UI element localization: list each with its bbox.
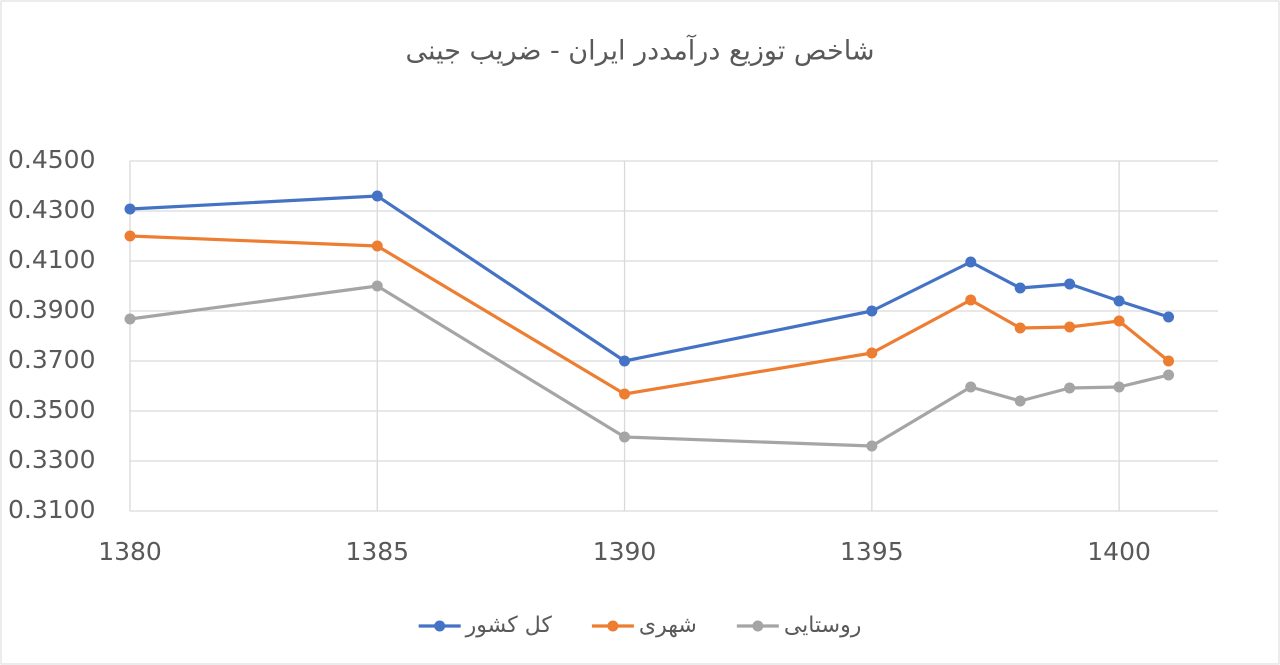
data-point [1064,382,1076,394]
data-point [371,240,383,252]
legend-item: کل کشور [418,613,553,638]
data-point [866,347,878,359]
y-tick-label: 0.3900 [8,295,95,324]
data-point [965,294,977,306]
data-point [619,388,631,400]
y-tick-label: 0.4500 [8,145,95,174]
legend-item: روستایی [736,613,861,638]
y-tick-label: 0.3500 [8,395,95,424]
data-point [371,280,383,292]
x-tick-label: 1400 [1087,537,1151,566]
y-tick-label: 0.4100 [8,245,95,274]
data-point [1163,311,1175,323]
data-point [124,313,136,325]
data-point [371,190,383,202]
data-point [866,305,878,317]
data-point [965,256,977,268]
y-tick-label: 0.3100 [8,495,95,524]
chart-title: شاخص توزیع درآمددر ایران - ضریب جینی [405,35,874,67]
y-tick-label: 0.3700 [8,345,95,374]
legend-label: روستایی [784,613,861,638]
x-tick-label: 1395 [840,537,904,566]
y-tick-label: 0.3300 [8,445,95,474]
data-point [1064,278,1076,290]
data-point [1014,322,1026,334]
data-point [1064,321,1076,333]
data-point [1113,381,1125,393]
data-point [619,431,631,443]
legend-item: شهری [591,613,697,638]
legend-swatch [434,620,446,632]
data-point [124,230,136,242]
legend-swatch [752,620,764,632]
data-point [866,440,878,452]
data-point [619,355,631,367]
data-point [1163,355,1175,367]
data-point [1113,295,1125,307]
legend-swatch [607,620,619,632]
legend-label: شهری [639,613,697,638]
data-point [1014,395,1026,407]
x-tick-label: 1385 [345,537,409,566]
data-point [965,381,977,393]
data-point [1014,282,1026,294]
data-point [124,203,136,215]
x-tick-label: 1390 [593,537,657,566]
y-tick-label: 0.4300 [8,195,95,224]
data-point [1163,369,1175,381]
x-tick-label: 1380 [98,537,162,566]
data-point [1113,315,1125,327]
legend-label: کل کشور [465,613,553,638]
